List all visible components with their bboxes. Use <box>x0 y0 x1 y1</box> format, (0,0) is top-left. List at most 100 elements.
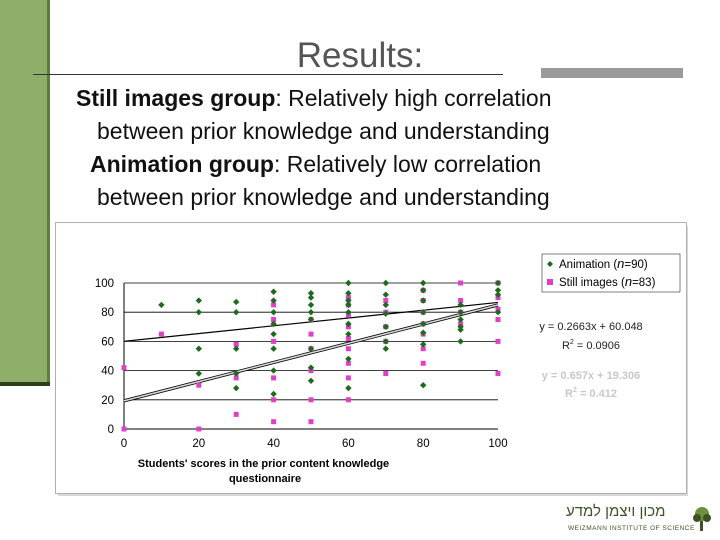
point-animation-35 <box>382 279 389 287</box>
data-points <box>121 279 502 432</box>
point-animation-10 <box>270 288 277 295</box>
point-still-images-41 <box>458 280 464 286</box>
point-animation-44 <box>420 297 427 304</box>
body-line-3: Animation group: Relatively low correlat… <box>90 151 541 178</box>
decorative-bar <box>541 68 683 78</box>
point-still-images-5 <box>233 341 239 347</box>
trendline-still-images <box>123 304 499 402</box>
x-tick-label-100: 100 <box>488 438 507 450</box>
point-animation-9 <box>233 384 240 392</box>
point-animation-17 <box>270 390 277 398</box>
logo-subtitle: WEIZMANN INSTITUTE OF SCIENCE <box>568 525 695 532</box>
point-animation-49 <box>420 382 427 389</box>
point-still-images-39 <box>420 346 426 352</box>
point-animation-57 <box>494 287 502 294</box>
body-line-3-text: : Relatively low correlation <box>273 151 542 177</box>
slide-title: Results: <box>0 36 720 76</box>
point-still-images-40 <box>420 360 426 366</box>
point-animation-19 <box>307 294 315 301</box>
accent-bar-shadow <box>47 0 50 385</box>
point-animation-24 <box>307 364 315 371</box>
legend-label-still-images: Still images (n=83) <box>559 274 656 289</box>
y-tick-label-20: 20 <box>101 395 114 407</box>
body-line-2-text: between prior knowledge and understandin… <box>97 118 550 144</box>
point-animation-34 <box>345 384 352 392</box>
chart-axes <box>123 283 498 430</box>
point-animation-23 <box>307 345 315 352</box>
point-animation-43 <box>420 287 427 294</box>
point-animation-29 <box>345 301 352 309</box>
point-still-images-9 <box>271 317 277 322</box>
point-still-images-19 <box>308 419 314 425</box>
animation-equation: y = 0.2663x + 60.048 <box>539 321 642 333</box>
body-line-1-text: : Relatively high correlation <box>275 85 552 111</box>
point-still-images-4 <box>196 426 202 432</box>
still-images-r2: R2 = 0.412 <box>565 387 617 400</box>
point-still-images-13 <box>271 419 277 425</box>
point-animation-13 <box>270 320 277 328</box>
point-still-images-33 <box>383 371 389 377</box>
y-tick-label-80: 80 <box>101 307 114 319</box>
slide-title-colon: : <box>413 36 424 75</box>
point-still-images-48 <box>495 317 501 322</box>
point-animation-15 <box>270 345 277 352</box>
point-animation-30 <box>345 309 352 316</box>
point-still-images-11 <box>271 375 277 381</box>
legend-label-animation: Animation (n=90) <box>559 256 648 271</box>
y-tick-label-0: 0 <box>108 424 114 436</box>
animation-group-label: Animation group <box>90 151 274 177</box>
point-animation-47 <box>420 329 427 336</box>
accent-bar <box>0 0 47 385</box>
point-still-images-24 <box>345 335 351 341</box>
point-still-images-6 <box>233 375 239 381</box>
point-animation-11 <box>270 297 277 304</box>
animation-r2: R2 = 0.0906 <box>562 339 620 352</box>
point-still-images-50 <box>495 371 501 377</box>
chart-panel: 0 20 40 60 80 100 0 20 40 60 80 100 Students' scor… <box>55 222 687 494</box>
x-tick-label-20: 20 <box>192 438 205 450</box>
point-animation-45 <box>420 309 427 316</box>
still-images-equation: y = 0.657x + 19.306 <box>542 370 640 382</box>
point-animation-28 <box>345 297 352 304</box>
point-animation-58 <box>494 291 502 298</box>
point-animation-6 <box>233 309 240 316</box>
x-tick-label-60: 60 <box>342 438 355 450</box>
point-animation-42 <box>420 279 427 287</box>
point-animation-8 <box>233 370 240 377</box>
accent-bar-base <box>0 382 50 386</box>
point-animation-55 <box>457 338 464 345</box>
point-still-images-2 <box>158 331 164 337</box>
point-still-images-10 <box>271 338 277 344</box>
point-still-images-3 <box>196 382 202 388</box>
x-axis-label-line-2: questionnaire <box>229 473 301 485</box>
point-still-images-42 <box>458 298 464 304</box>
point-still-images-49 <box>495 338 501 344</box>
point-animation-50 <box>457 301 464 309</box>
point-animation-32 <box>345 330 352 338</box>
scatter-chart: 0 20 40 60 80 100 0 20 40 60 80 100 Students' scor… <box>95 253 681 485</box>
point-animation-20 <box>307 301 315 309</box>
point-still-images-12 <box>271 397 277 403</box>
y-tick-label-100: 100 <box>95 278 114 290</box>
legend-marker-still-images <box>547 279 553 285</box>
point-animation-1 <box>195 297 202 304</box>
chart-legend: Animation (n=90) Still images (n=83) <box>541 253 681 293</box>
point-animation-37 <box>382 301 389 309</box>
point-still-images-15 <box>308 331 314 337</box>
point-still-images-25 <box>345 346 351 352</box>
point-animation-46 <box>420 320 427 328</box>
point-animation-18 <box>307 290 315 297</box>
body-line-1: Still images group: Relatively high corr… <box>76 85 552 112</box>
body-line-4-text: between prior knowledge and understandin… <box>97 184 550 210</box>
point-animation-56 <box>494 279 502 287</box>
point-animation-16 <box>270 367 277 374</box>
point-animation-41 <box>382 345 389 352</box>
tree-icon <box>693 507 711 531</box>
point-animation-39 <box>382 323 389 330</box>
point-animation-14 <box>270 330 277 338</box>
x-tick-label-80: 80 <box>417 438 430 450</box>
weizmann-logo <box>553 505 713 537</box>
point-animation-48 <box>420 341 427 348</box>
body-line-4: between prior knowledge and understandin… <box>97 184 550 211</box>
point-animation-38 <box>382 310 389 317</box>
